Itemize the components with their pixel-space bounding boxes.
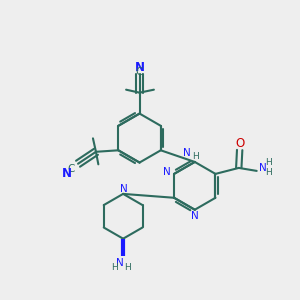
Text: N: N bbox=[134, 61, 145, 74]
Text: N: N bbox=[62, 167, 72, 180]
Text: O: O bbox=[235, 137, 244, 150]
Text: C: C bbox=[68, 164, 75, 173]
Text: N: N bbox=[191, 211, 199, 221]
Text: H: H bbox=[124, 263, 131, 272]
Text: N: N bbox=[183, 148, 191, 158]
Text: H: H bbox=[111, 263, 118, 272]
Text: N: N bbox=[120, 184, 128, 194]
Text: N: N bbox=[163, 167, 170, 176]
Text: H: H bbox=[265, 158, 272, 167]
Text: H: H bbox=[265, 169, 272, 178]
Text: N: N bbox=[116, 258, 124, 268]
Text: N: N bbox=[260, 163, 267, 173]
Text: H: H bbox=[192, 152, 198, 160]
Text: C: C bbox=[136, 68, 143, 77]
